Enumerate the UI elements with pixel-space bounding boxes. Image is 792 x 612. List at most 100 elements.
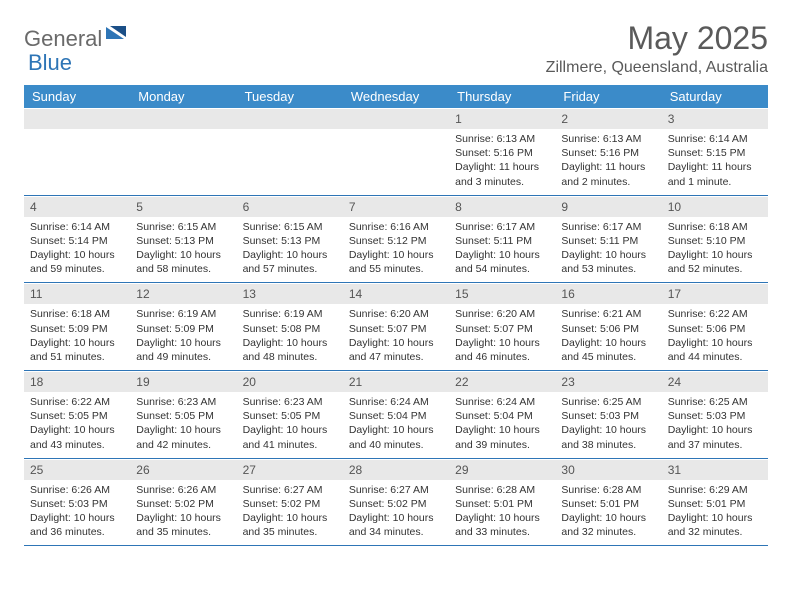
sunrise-text: Sunrise: 6:23 AM (136, 395, 230, 409)
sunset-text: Sunset: 5:01 PM (455, 497, 549, 511)
sunrise-text: Sunrise: 6:29 AM (668, 483, 762, 497)
day-number: 8 (449, 196, 555, 217)
day-header: Monday (130, 85, 236, 108)
sunrise-text: Sunrise: 6:23 AM (243, 395, 337, 409)
day-body (237, 129, 343, 138)
day-number: 19 (130, 371, 236, 392)
sunset-text: Sunset: 5:01 PM (561, 497, 655, 511)
day-body (130, 129, 236, 138)
day-body: Sunrise: 6:23 AMSunset: 5:05 PMDaylight:… (130, 392, 236, 458)
sunset-text: Sunset: 5:05 PM (243, 409, 337, 423)
day-body: Sunrise: 6:20 AMSunset: 5:07 PMDaylight:… (343, 304, 449, 370)
sunset-text: Sunset: 5:02 PM (243, 497, 337, 511)
day-number: 16 (555, 283, 661, 304)
day-cell: 29Sunrise: 6:28 AMSunset: 5:01 PMDayligh… (449, 459, 555, 546)
day-number: 21 (343, 371, 449, 392)
day-cell: 15Sunrise: 6:20 AMSunset: 5:07 PMDayligh… (449, 283, 555, 370)
day-body: Sunrise: 6:21 AMSunset: 5:06 PMDaylight:… (555, 304, 661, 370)
sunrise-text: Sunrise: 6:17 AM (561, 220, 655, 234)
week-row: ....1Sunrise: 6:13 AMSunset: 5:16 PMDayl… (24, 108, 768, 196)
day-number: 14 (343, 283, 449, 304)
sunset-text: Sunset: 5:16 PM (455, 146, 549, 160)
day-cell: 21Sunrise: 6:24 AMSunset: 5:04 PMDayligh… (343, 371, 449, 458)
day-number: 28 (343, 459, 449, 480)
day-number: 27 (237, 459, 343, 480)
day-number: 6 (237, 196, 343, 217)
day-number: 30 (555, 459, 661, 480)
day-cell: 8Sunrise: 6:17 AMSunset: 5:11 PMDaylight… (449, 196, 555, 283)
day-number: 26 (130, 459, 236, 480)
day-body: Sunrise: 6:14 AMSunset: 5:14 PMDaylight:… (24, 217, 130, 283)
day-number: 7 (343, 196, 449, 217)
daylight-text: Daylight: 10 hours and 49 minutes. (136, 336, 230, 364)
day-cell: 25Sunrise: 6:26 AMSunset: 5:03 PMDayligh… (24, 459, 130, 546)
day-header: Tuesday (237, 85, 343, 108)
day-body: Sunrise: 6:20 AMSunset: 5:07 PMDaylight:… (449, 304, 555, 370)
day-cell: 6Sunrise: 6:15 AMSunset: 5:13 PMDaylight… (237, 196, 343, 283)
title-block: May 2025 Zillmere, Queensland, Australia (546, 20, 768, 77)
daylight-text: Daylight: 10 hours and 58 minutes. (136, 248, 230, 276)
daylight-text: Daylight: 11 hours and 3 minutes. (455, 160, 549, 188)
weeks-container: ....1Sunrise: 6:13 AMSunset: 5:16 PMDayl… (24, 108, 768, 546)
sunset-text: Sunset: 5:02 PM (349, 497, 443, 511)
daylight-text: Daylight: 10 hours and 46 minutes. (455, 336, 549, 364)
sunset-text: Sunset: 5:06 PM (561, 322, 655, 336)
day-cell: 14Sunrise: 6:20 AMSunset: 5:07 PMDayligh… (343, 283, 449, 370)
day-body: Sunrise: 6:27 AMSunset: 5:02 PMDaylight:… (343, 480, 449, 546)
daylight-text: Daylight: 10 hours and 59 minutes. (30, 248, 124, 276)
sunset-text: Sunset: 5:13 PM (136, 234, 230, 248)
logo-mark-icon (106, 23, 128, 44)
daylight-text: Daylight: 10 hours and 32 minutes. (561, 511, 655, 539)
day-cell: 19Sunrise: 6:23 AMSunset: 5:05 PMDayligh… (130, 371, 236, 458)
sunrise-text: Sunrise: 6:24 AM (349, 395, 443, 409)
day-cell: 26Sunrise: 6:26 AMSunset: 5:02 PMDayligh… (130, 459, 236, 546)
sunrise-text: Sunrise: 6:18 AM (668, 220, 762, 234)
sunset-text: Sunset: 5:02 PM (136, 497, 230, 511)
day-number: 24 (662, 371, 768, 392)
day-body: Sunrise: 6:19 AMSunset: 5:09 PMDaylight:… (130, 304, 236, 370)
sunrise-text: Sunrise: 6:14 AM (668, 132, 762, 146)
week-row: 18Sunrise: 6:22 AMSunset: 5:05 PMDayligh… (24, 371, 768, 459)
day-cell: 31Sunrise: 6:29 AMSunset: 5:01 PMDayligh… (662, 459, 768, 546)
day-body: Sunrise: 6:13 AMSunset: 5:16 PMDaylight:… (555, 129, 661, 195)
day-body: Sunrise: 6:15 AMSunset: 5:13 PMDaylight:… (130, 217, 236, 283)
day-cell: . (237, 108, 343, 195)
sunset-text: Sunset: 5:10 PM (668, 234, 762, 248)
day-header: Saturday (662, 85, 768, 108)
sunrise-text: Sunrise: 6:28 AM (561, 483, 655, 497)
day-body: Sunrise: 6:19 AMSunset: 5:08 PMDaylight:… (237, 304, 343, 370)
day-cell: 24Sunrise: 6:25 AMSunset: 5:03 PMDayligh… (662, 371, 768, 458)
day-header: Sunday (24, 85, 130, 108)
day-body: Sunrise: 6:17 AMSunset: 5:11 PMDaylight:… (449, 217, 555, 283)
day-body: Sunrise: 6:24 AMSunset: 5:04 PMDaylight:… (343, 392, 449, 458)
sunrise-text: Sunrise: 6:22 AM (668, 307, 762, 321)
daylight-text: Daylight: 11 hours and 1 minute. (668, 160, 762, 188)
sunset-text: Sunset: 5:11 PM (561, 234, 655, 248)
day-number: 17 (662, 283, 768, 304)
day-number: 29 (449, 459, 555, 480)
day-cell: 9Sunrise: 6:17 AMSunset: 5:11 PMDaylight… (555, 196, 661, 283)
day-cell: 3Sunrise: 6:14 AMSunset: 5:15 PMDaylight… (662, 108, 768, 195)
sunrise-text: Sunrise: 6:26 AM (30, 483, 124, 497)
day-cell: 7Sunrise: 6:16 AMSunset: 5:12 PMDaylight… (343, 196, 449, 283)
day-body: Sunrise: 6:26 AMSunset: 5:03 PMDaylight:… (24, 480, 130, 546)
day-body: Sunrise: 6:23 AMSunset: 5:05 PMDaylight:… (237, 392, 343, 458)
day-cell: 18Sunrise: 6:22 AMSunset: 5:05 PMDayligh… (24, 371, 130, 458)
daylight-text: Daylight: 10 hours and 35 minutes. (136, 511, 230, 539)
day-number: 11 (24, 283, 130, 304)
daylight-text: Daylight: 10 hours and 35 minutes. (243, 511, 337, 539)
day-cell: 20Sunrise: 6:23 AMSunset: 5:05 PMDayligh… (237, 371, 343, 458)
day-body: Sunrise: 6:25 AMSunset: 5:03 PMDaylight:… (662, 392, 768, 458)
daylight-text: Daylight: 10 hours and 38 minutes. (561, 423, 655, 451)
daylight-text: Daylight: 10 hours and 32 minutes. (668, 511, 762, 539)
sunrise-text: Sunrise: 6:28 AM (455, 483, 549, 497)
sunrise-text: Sunrise: 6:13 AM (455, 132, 549, 146)
sunrise-text: Sunrise: 6:25 AM (668, 395, 762, 409)
sunrise-text: Sunrise: 6:19 AM (136, 307, 230, 321)
sunrise-text: Sunrise: 6:27 AM (243, 483, 337, 497)
sunrise-text: Sunrise: 6:21 AM (561, 307, 655, 321)
sunset-text: Sunset: 5:15 PM (668, 146, 762, 160)
day-number: 13 (237, 283, 343, 304)
day-body (24, 129, 130, 138)
sunrise-text: Sunrise: 6:15 AM (136, 220, 230, 234)
